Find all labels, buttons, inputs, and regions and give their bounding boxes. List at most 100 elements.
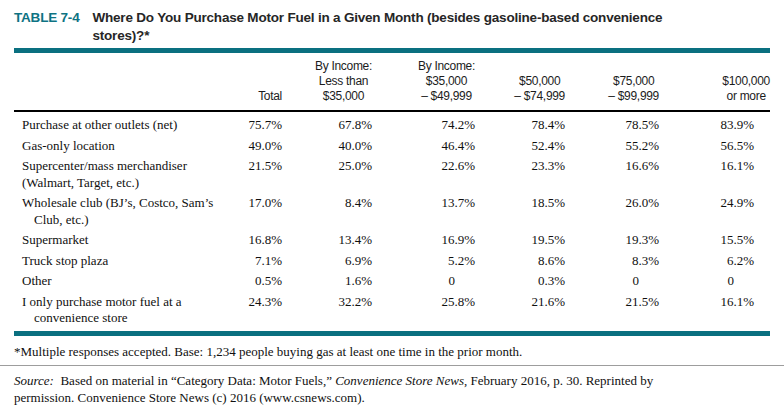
cell-value-text: 8.3% [632,253,659,268]
cell-value: 19.3% [565,230,659,251]
cell-value: 75.7% [244,111,282,136]
cell-value: 24.9% [659,193,770,230]
cell-value-text: 0.5% [255,273,282,288]
cell-value: 25.0% [282,156,372,193]
cell-value-text: 18.5% [531,195,565,210]
cell-value: 21.5% [244,156,282,193]
row-label: Supermarket [14,230,244,251]
row-label-line: Wholesale club (BJ’s, Costco, Sam’s [22,195,244,212]
cell-value: 56.5% [659,136,770,157]
cell-value-text: 55.2% [625,138,659,153]
cell-value-text: 78.5% [625,117,659,132]
fuel-purchase-table: TotalBy Income: Less than $35,000By Inco… [14,53,770,329]
cell-value: 16.8% [244,230,282,251]
table-row: Supermarket16.8%13.4% 16.9%19.5% 19.3% 15.5… [14,230,770,251]
cell-value-text: 0 [728,273,735,288]
row-label-line: Truck stop plaza [22,253,244,270]
cell-value-text: 21.6% [531,294,565,309]
cell-value-text: 16.1% [720,294,754,309]
table-row: Supercenter/mass merchandiser(Walmart, T… [14,156,770,193]
row-label-line: (Walmart, Target, etc.) [22,175,244,192]
row-label: Gas-only location [14,136,244,157]
cell-value: 6.2% [659,251,770,272]
row-label-line: Supercenter/mass merchandiser [22,158,244,175]
column-header-text: $50,000 – $74,999 [514,74,565,104]
cell-value: 0 [372,271,475,292]
cell-value: 16.1% [659,292,770,329]
cell-value: 8.3% [565,251,659,272]
column-header-text: Total [258,89,282,104]
cell-value-text: 32.2% [338,294,372,309]
table-row: I only purchase motor fuel at aconvenien… [14,292,770,329]
row-label-line: Other [22,273,244,290]
cell-value: 16.1% [659,156,770,193]
source-segment: Source: [14,373,54,388]
row-label: Wholesale club (BJ’s, Costco, Sam’sClub,… [14,193,244,230]
cell-value-text: 16.9% [441,232,475,247]
source-segment: permission. Convenience Store News (c) 2… [14,390,365,405]
cell-value-text: 0 [449,273,456,288]
row-label-line: convenience store [22,310,244,327]
cell-value-text: 0.3% [538,273,565,288]
cell-value-text: 22.6% [441,158,475,173]
column-header: $75,000 – $99,999 [565,53,659,111]
table-row: Other 0.5% 1.6% 0 0.3% 0 0 [14,271,770,292]
column-header: Total [244,53,282,111]
cell-value: 40.0% [282,136,372,157]
source-note: Source: Based on material in “Category D… [14,372,770,406]
cell-value-text: 75.7% [248,117,282,132]
cell-value: 74.2% [372,111,475,136]
cell-value-text: 1.6% [345,273,372,288]
cell-value: 21.6% [475,292,565,329]
cell-value-text: 15.5% [720,232,754,247]
column-header: By Income: $35,000 – $49,999 [372,53,475,111]
cell-value-text: 46.4% [441,138,475,153]
cell-value: 24.3% [244,292,282,329]
cell-value-text: 74.2% [441,117,475,132]
cell-value-text: 6.2% [727,253,754,268]
cell-value: 0.3% [475,271,565,292]
source-segment: , February 2016, p. 30. Reprinted by [464,373,653,388]
cell-value-text: 19.3% [625,232,659,247]
page-title: Where Do You Purchase Motor Fuel in a Gi… [92,9,677,45]
cell-value: 8.6% [475,251,565,272]
table-header: TotalBy Income: Less than $35,000By Inco… [14,53,770,111]
cell-value: 25.8% [372,292,475,329]
cell-value-text: 67.8% [338,117,372,132]
cell-value: 0.5% [244,271,282,292]
cell-value-text: 8.6% [538,253,565,268]
cell-value: 52.4% [475,136,565,157]
source-segment: Convenience Store News [335,373,464,388]
row-label-line: Purchase at other outlets (net) [22,117,244,134]
document-page: TABLE 7-4 Where Do You Purchase Motor Fu… [0,0,784,408]
cell-value: 19.5% [475,230,565,251]
separator-line [0,365,784,366]
column-header-empty [14,53,244,111]
cell-value: 83.9% [659,111,770,136]
table-row: Truck stop plaza7.1%6.9%5.2%8.6%8.3%6.2% [14,251,770,272]
cell-value: 0 [565,271,659,292]
cell-value-text: 16.1% [720,158,754,173]
cell-value-text: 23.3% [531,158,565,173]
cell-value: 22.6% [372,156,475,193]
row-label: Truck stop plaza [14,251,244,272]
cell-value-text: 83.9% [720,117,754,132]
row-label-line: Club, etc.) [22,212,244,229]
cell-value-text: 8.4% [345,195,372,210]
table-number-label: TABLE 7-4 [14,9,79,27]
cell-value-text: 0 [633,273,640,288]
bottom-divider-bar [14,331,770,336]
row-label: I only purchase motor fuel at aconvenien… [14,292,244,329]
cell-value: 16.9% [372,230,475,251]
row-label-line: Gas-only location [22,138,244,155]
cell-value: 5.2% [372,251,475,272]
cell-value: 21.5% [565,292,659,329]
column-header: $50,000 – $74,999 [475,53,565,111]
cell-value-text: 25.0% [338,158,372,173]
cell-value: 13.4% [282,230,372,251]
source-line: permission. Convenience Store News (c) 2… [14,389,770,406]
column-header: By Income: Less than $35,000 [282,53,372,111]
cell-value: 6.9% [282,251,372,272]
cell-value-text: 52.4% [531,138,565,153]
table-body: Purchase at other outlets (net) 75.7% 67.8… [14,111,770,329]
